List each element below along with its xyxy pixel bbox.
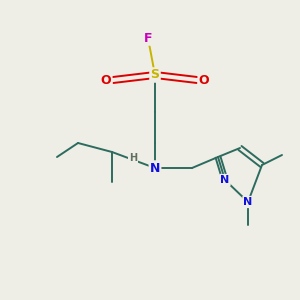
Text: N: N bbox=[243, 197, 253, 207]
Text: O: O bbox=[101, 74, 111, 86]
Text: N: N bbox=[220, 175, 230, 185]
Text: N: N bbox=[150, 161, 160, 175]
Text: F: F bbox=[144, 32, 152, 44]
Text: S: S bbox=[151, 68, 160, 82]
Text: O: O bbox=[199, 74, 209, 86]
Text: H: H bbox=[129, 153, 137, 163]
